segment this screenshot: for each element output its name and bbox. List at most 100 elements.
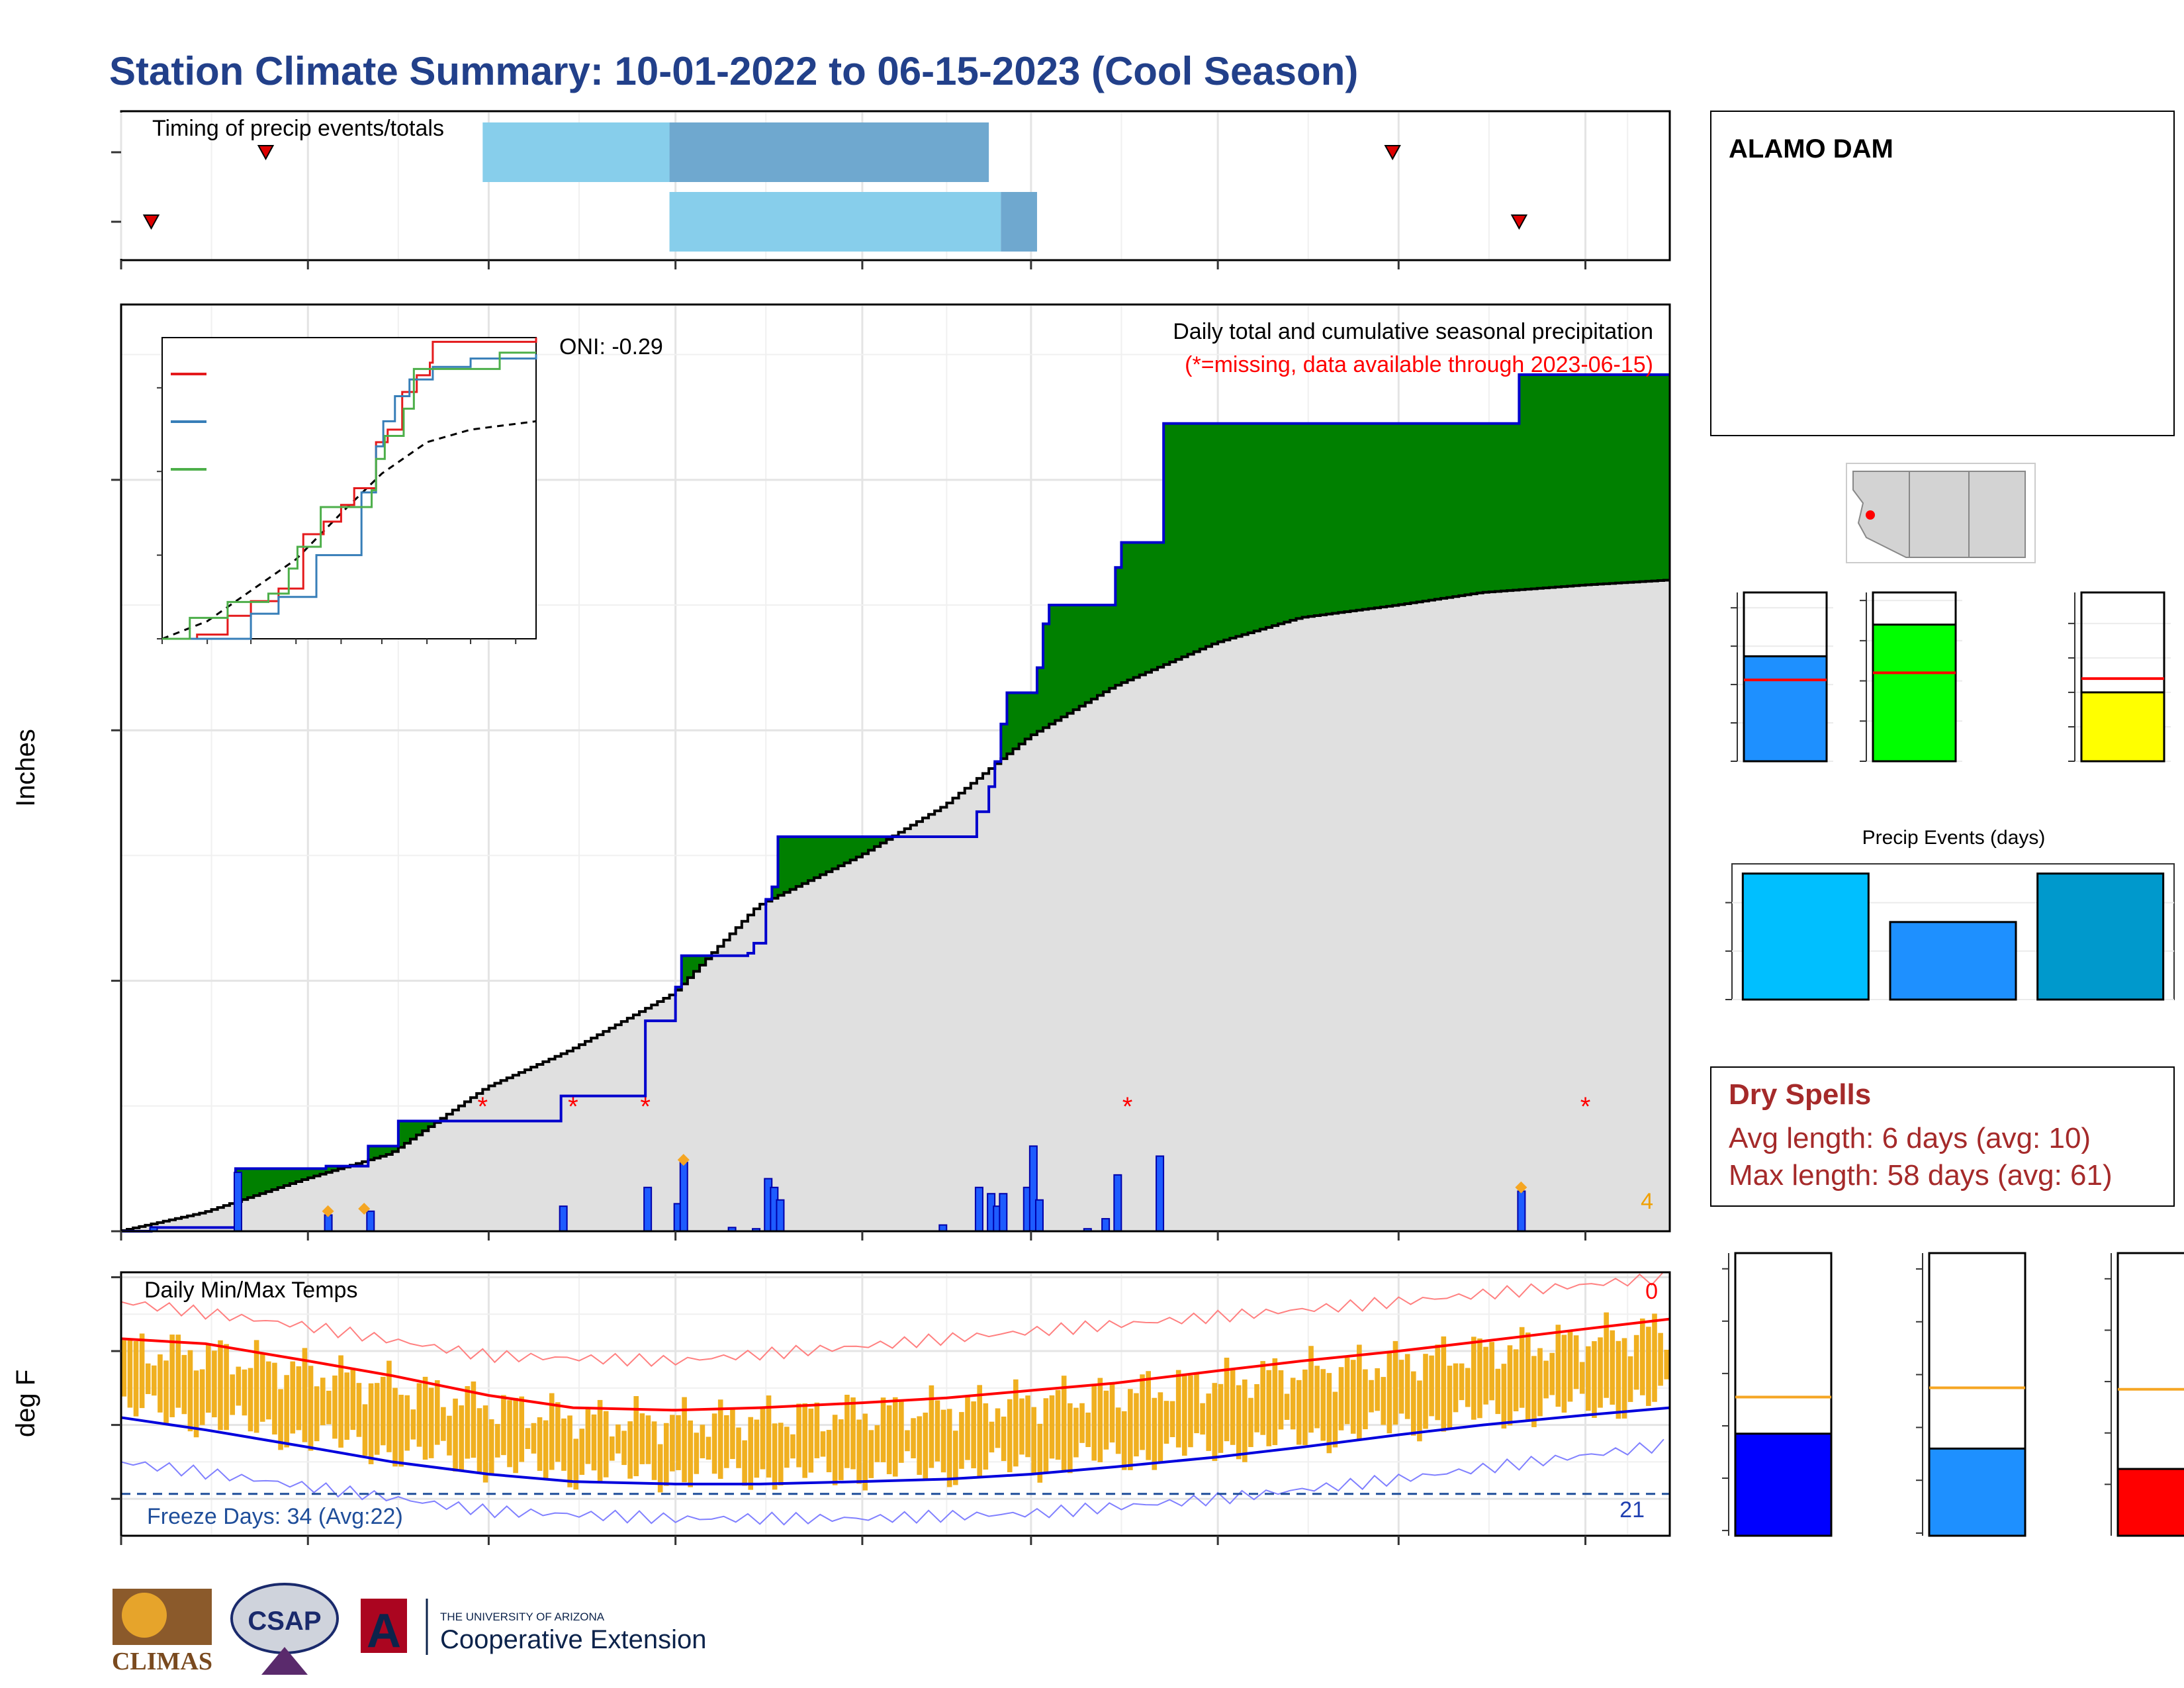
above-average-fill [838, 837, 845, 867]
daily-temp-range-bar [175, 1335, 181, 1408]
daily-temp-range-bar [670, 1415, 675, 1472]
above-average-fill [1579, 374, 1586, 586]
events-content [1725, 863, 2175, 1001]
daily-temp-range-bar [880, 1397, 886, 1462]
daily-temp-range-bar [615, 1425, 621, 1454]
above-average-fill [1615, 374, 1622, 583]
above-average-fill [1537, 374, 1544, 588]
daily-temp-range-bar [1001, 1417, 1007, 1462]
mini-bar-frame [1928, 1252, 2026, 1537]
above-average-fill [700, 955, 706, 965]
daily-temp-range-bar [1103, 1390, 1109, 1450]
daily-temp-range-bar [404, 1395, 410, 1451]
above-average-fill [850, 837, 857, 861]
above-average-fill [1284, 423, 1291, 622]
daily-temp-range-bar [899, 1401, 904, 1463]
precip-panel: * * * * * Inches Daily total and cumulative … [11, 303, 1671, 1241]
above-average-fill [1338, 423, 1345, 613]
above-average-fill [1356, 423, 1363, 610]
above-average-fill [1416, 423, 1424, 602]
daily-temp-range-bar [844, 1394, 850, 1468]
daily-temp-range-bar [1369, 1380, 1374, 1413]
daily-temp-range-bar [428, 1387, 434, 1458]
daily-temp-range-bar [1073, 1407, 1079, 1458]
daily-temp-range-bar [1495, 1368, 1501, 1415]
daily-temp-range-bar [266, 1361, 271, 1420]
above-average-fill [1344, 423, 1351, 612]
daily-temp-range-bar [1055, 1389, 1061, 1460]
missing-day-marker: * [568, 1092, 578, 1121]
daily-temp-range-bar [663, 1423, 669, 1486]
daily-temp-range-bar [1284, 1393, 1290, 1420]
above-average-fill [1212, 423, 1218, 644]
daily-temp-range-bar [410, 1409, 416, 1440]
above-average-fill [1272, 423, 1279, 626]
daily-temp-range-bar [1338, 1367, 1344, 1430]
daily-temp-range-bar [1579, 1362, 1585, 1394]
above-average-fill [1543, 374, 1550, 588]
snow-marker [1515, 1181, 1527, 1194]
above-average-fill [296, 1168, 302, 1182]
daily-temp-range-bar [1489, 1342, 1494, 1401]
above-average-fill [1061, 605, 1068, 717]
precip-frame [120, 303, 1671, 1233]
daily-temp-range-bar [802, 1403, 807, 1478]
daily-temp-range-bar [826, 1430, 832, 1473]
daily-temp-range-bar [760, 1406, 766, 1470]
daily-temp-range-bar [1627, 1356, 1633, 1402]
daily-temp-range-bar [212, 1350, 217, 1418]
daily-temp-range-bar [230, 1374, 235, 1415]
daily-temp-range-bar [1320, 1369, 1326, 1441]
timing-bar-q25-q50 [669, 192, 1001, 252]
above-average-fill [784, 837, 791, 893]
above-average-fill [1127, 542, 1134, 680]
daily-temp-range-bar [934, 1400, 940, 1462]
daily-temp-range-bar [158, 1354, 163, 1413]
above-average-fill [1290, 423, 1297, 621]
above-average-fill [1663, 374, 1670, 581]
station-location-dot [1866, 510, 1875, 520]
above-average-fill [1115, 567, 1122, 686]
daily-precip-bar [1156, 1155, 1165, 1232]
daily-temp-range-bar [1519, 1327, 1525, 1408]
daily-temp-range-bar [874, 1425, 880, 1462]
daily-temp-range-bar [1013, 1379, 1019, 1467]
above-average-fill [1561, 374, 1568, 587]
daily-temp-range-bar [1350, 1360, 1356, 1434]
above-average-fill [1639, 374, 1647, 582]
daily-temp-range-bar [308, 1366, 314, 1451]
mini-bar-frame [1872, 591, 1957, 763]
daily-temp-range-bar [742, 1440, 747, 1486]
events-title: Precip Events (days) [1862, 827, 2046, 849]
daily-temp-range-bar [688, 1420, 693, 1487]
daily-temp-range-bar [567, 1415, 572, 1487]
daily-temp-range-bar [139, 1333, 145, 1409]
daily-temp-range-bar [940, 1409, 946, 1473]
daily-temp-range-bar [525, 1428, 531, 1449]
daily-temp-range-bar [1121, 1411, 1127, 1470]
above-average-fill [368, 1146, 375, 1160]
stat-bar-charts [1731, 591, 2171, 763]
daily-temp-range-bar [1019, 1398, 1024, 1455]
daily-temp-range-bar [1435, 1344, 1441, 1421]
above-average-fill [1465, 423, 1472, 595]
above-average-fill [820, 837, 827, 875]
daily-temp-range-bar [374, 1383, 380, 1455]
above-average-fill [1302, 423, 1309, 618]
daily-temp-range-bar [766, 1395, 772, 1478]
daily-temp-range-bar [549, 1393, 555, 1470]
above-average-fill [308, 1168, 314, 1178]
missing-day-marker: * [478, 1092, 488, 1121]
locator-map [1846, 463, 2036, 563]
precip-y-label: Inches [11, 729, 40, 807]
above-average-fill [271, 1168, 279, 1190]
daily-temp-range-bar [730, 1408, 735, 1460]
above-average-fill [1651, 374, 1659, 581]
above-average-fill [1398, 423, 1405, 605]
state-shapes [1852, 471, 2026, 558]
daily-temp-range-bar [839, 1419, 844, 1481]
daily-precip-bar [679, 1161, 688, 1232]
above-average-fill [1109, 605, 1116, 688]
above-average-fill [1121, 542, 1128, 683]
above-average-fill [1236, 423, 1243, 637]
